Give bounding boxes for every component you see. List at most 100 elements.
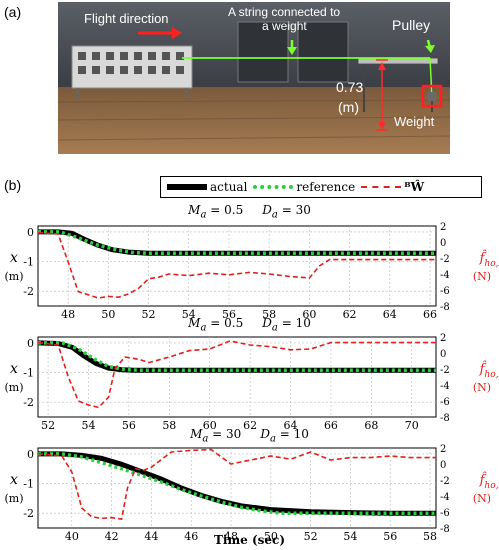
panel-2-y-tick-label-left-1: -1 (23, 367, 34, 380)
weight-label: Weight (394, 114, 435, 129)
legend-item-reference: reference (253, 180, 355, 194)
panel-3-title-d: D (260, 427, 270, 441)
panel-1-x-tick-label-5: 58 (262, 308, 276, 321)
panel-2-series-estimate (37, 340, 436, 409)
panel-3-title-d-val: = 10 (279, 427, 309, 441)
panel-1-y-tick-label-right-1: 0 (440, 238, 446, 249)
panel-3-x-tick-label-5: 50 (264, 530, 278, 543)
legend-swatch-estimate (361, 186, 402, 188)
panel-1-y-label-left: x (10, 250, 18, 266)
panel-2-x-tick-label-1: 54 (82, 419, 96, 432)
panel-1-title: Ma = 0.5 Da = 30 (0, 203, 499, 220)
panel-3-x-tick-label-1: 42 (105, 530, 119, 543)
panel-1-title-m: M (188, 203, 201, 217)
panel-2-x-tick-label-0: 52 (41, 419, 55, 432)
panel-3-y-tick-label-right-0: 2 (440, 444, 446, 455)
legend-label-actual: actual (210, 180, 248, 194)
panel-2-y-label-right: f̂ (479, 360, 488, 377)
panel-3-x-tick-label-7: 54 (343, 530, 357, 543)
panel-2-x-tick-label-2: 56 (122, 419, 136, 432)
figure-label-b: (b) (4, 177, 22, 193)
panel-2-y-tick-label-right-3: -4 (440, 381, 450, 392)
panel-1-x-tick-label-2: 52 (142, 308, 156, 321)
panel-2-title-d-val: = 10 (281, 316, 311, 330)
panel-3-y-label-left: x (10, 472, 18, 488)
panel-2-x-tick-label-6: 64 (284, 419, 298, 432)
panel-2-y-label-right-unit: (N) (473, 381, 491, 394)
panel-1-x-tick-label-9: 66 (423, 308, 437, 321)
panel-2-title-d: D (262, 316, 272, 330)
experiment-photo: Flight direction A string connected to a… (58, 2, 450, 154)
panel-1-y-tick-label-right-3: -4 (440, 270, 450, 281)
panel-1-x-tick-label-0: 48 (61, 308, 75, 321)
panel-3-title-m-sub: a (202, 433, 209, 445)
panel-3-x-tick-label-4: 48 (224, 530, 238, 543)
height-unit-label: (m) (338, 99, 359, 115)
string-note-label-2: a weight (262, 19, 307, 33)
panel-1-x-tick-label-1: 50 (101, 308, 115, 321)
panel-1-y-label-right-sub: ho,x (484, 259, 499, 269)
panel-3-y-tick-label-right-3: -4 (440, 492, 450, 503)
panel-3-y-label-left-unit: (m) (4, 492, 23, 505)
panel-3-y-tick-label-right-5: -8 (440, 524, 450, 535)
panel-3-y-tick-label-left-1: -1 (23, 478, 34, 491)
panel-3-y-tick-label-left-0: 0 (27, 448, 34, 461)
panel-1-y-tick-label-right-0: 2 (440, 222, 446, 233)
panel-2-title-m: M (188, 316, 201, 330)
panel-1-title-d-sub: a (271, 209, 278, 221)
panel-2-y-label-left: x (10, 361, 18, 377)
panel-1-title-m-sub: a (200, 209, 207, 221)
panel-3-y-tick-label-right-4: -6 (440, 508, 450, 519)
panel-2-title-m-sub: a (200, 322, 207, 334)
panel-2-x-tick-label-9: 70 (405, 419, 419, 432)
panel-2-y-tick-label-left-2: -2 (23, 396, 34, 409)
panel-3-y-label-right-unit: (N) (473, 492, 491, 505)
panel-3-title-d-sub: a (270, 433, 276, 445)
chart-legend: actual reference ᴮŴ (160, 176, 482, 198)
panel-2-y-tick-label-right-0: 2 (440, 333, 446, 344)
panel-2-x-tick-label-5: 62 (243, 419, 257, 432)
panel-2-y-tick-label-right-1: 0 (440, 349, 446, 360)
panel-2-y-label-right-sub: ho,x (484, 370, 499, 380)
panel-2-y-tick-label-right-4: -6 (440, 397, 450, 408)
panel-1-title-m-val: = 0.5 (210, 203, 244, 217)
legend-label-estimate: ᴮŴ (404, 180, 425, 194)
flight-direction-label: Flight direction (84, 11, 169, 26)
panel-1-y-label-right: f̂ (479, 249, 488, 266)
panel-2-y-tick-label-right-5: -8 (440, 413, 450, 424)
panel-2-x-tick-label-4: 60 (203, 419, 217, 432)
panel-3-series-estimate (37, 448, 436, 521)
panel-3-title-m-val: = 30 (212, 427, 242, 441)
panel-3-y-label-right-sub: ho,x (484, 481, 499, 491)
panel-1-x-tick-label-3: 54 (182, 308, 196, 321)
panel-1-y-tick-label-left-2: -2 (23, 285, 34, 298)
panel-3-title: Ma = 30 Da = 10 (0, 427, 499, 444)
panel-1-y-tick-label-right-2: -2 (440, 254, 450, 265)
panel-2-plot-area (37, 336, 437, 418)
drone-cage (71, 45, 193, 100)
panel-1-y-tick-label-left-1: -1 (23, 256, 34, 269)
pulley-label: Pulley (392, 17, 430, 33)
panel-1-series-estimate (37, 231, 436, 299)
legend-item-actual: actual (167, 180, 247, 194)
panel-1-y-label-right-unit: (N) (473, 270, 491, 283)
legend-swatch-reference (253, 185, 294, 189)
panel-2-x-tick-label-7: 66 (324, 419, 338, 432)
string-note-label: A string connected to (228, 5, 340, 19)
legend-swatch-actual (167, 184, 207, 190)
panel-3-y-label-right: f̂ (479, 471, 488, 488)
panel-1-y-label-left-unit: (m) (4, 270, 23, 283)
panel-1-x-tick-label-8: 64 (383, 308, 397, 321)
panel-2-y-tick-label-right-2: -2 (440, 365, 450, 376)
panel-3-x-tick-label-0: 40 (65, 530, 79, 543)
panel-3-x-tick-label-9: 58 (423, 530, 437, 543)
panel-2-y-label-left-unit: (m) (4, 381, 23, 394)
panel-1-title-d-val: = 30 (281, 203, 311, 217)
panel-3-y-tick-label-left-2: -2 (23, 507, 34, 520)
panel-3-series-reference (38, 452, 436, 515)
height-value-label: 0.73 (336, 79, 363, 95)
panel-1-y-tick-label-right-4: -6 (440, 286, 450, 297)
panel-2-title: Ma = 0.5 Da = 10 (0, 316, 499, 333)
panel-3-x-tick-label-2: 44 (144, 530, 158, 543)
